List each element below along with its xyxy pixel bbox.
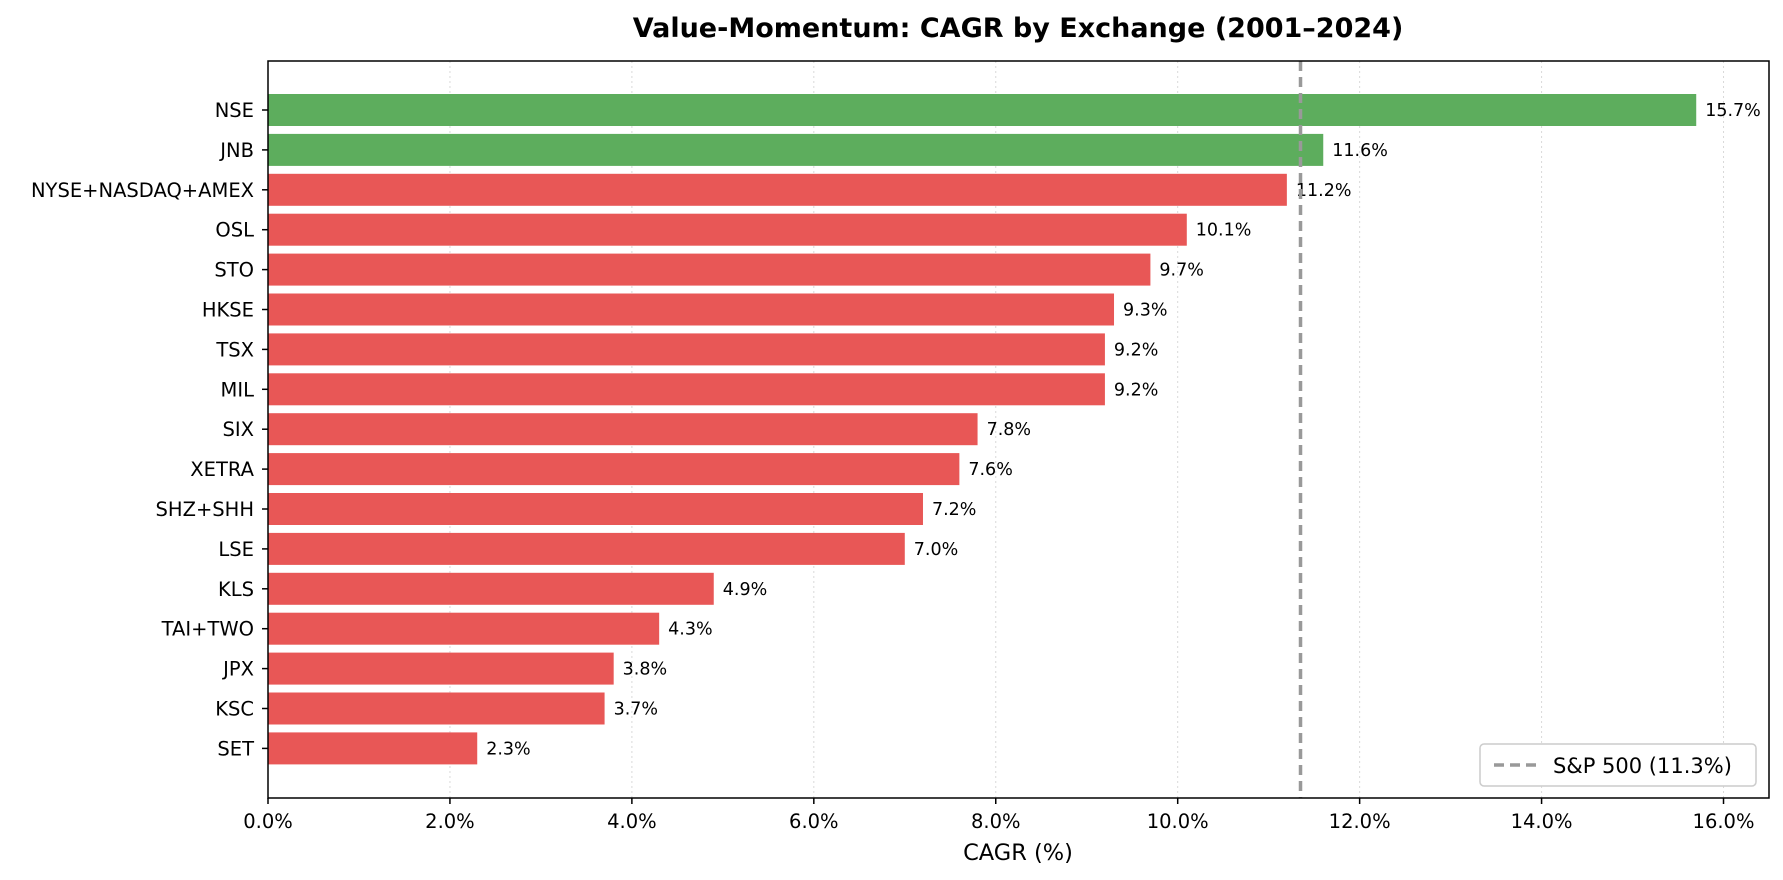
bar bbox=[268, 293, 1115, 326]
x-tick-label: 2.0% bbox=[425, 810, 475, 833]
bar bbox=[268, 532, 905, 565]
bar bbox=[268, 572, 714, 605]
bar-value-label: 9.2% bbox=[1114, 340, 1158, 360]
bar-value-label: 4.3% bbox=[668, 620, 712, 640]
bar-value-label: 11.2% bbox=[1296, 181, 1352, 201]
x-tick-label: 10.0% bbox=[1147, 810, 1209, 833]
x-tick-label: 0.0% bbox=[243, 810, 293, 833]
bar-value-label: 2.3% bbox=[486, 739, 530, 759]
legend: S&P 500 (11.3%) bbox=[1479, 743, 1757, 787]
bar-value-label: 4.9% bbox=[723, 580, 767, 600]
bar-value-label: 11.6% bbox=[1332, 141, 1388, 161]
bar bbox=[268, 413, 978, 446]
x-tick-label: 6.0% bbox=[789, 810, 839, 833]
bar bbox=[268, 333, 1105, 366]
y-tick-label: STO bbox=[214, 259, 254, 282]
x-axis-ticks: 0.0% 2.0% 4.0% 6.0% 8.0% 10.0% 12.0% 14.0% 16.0% bbox=[243, 798, 1754, 833]
bar bbox=[268, 493, 923, 525]
x-tick-label: 12.0% bbox=[1329, 810, 1391, 833]
y-tick-label: HKSE bbox=[202, 299, 254, 322]
bar-value-label: 9.2% bbox=[1114, 380, 1158, 400]
y-tick-label: SHZ+SHH bbox=[156, 498, 254, 521]
bar bbox=[268, 253, 1151, 286]
x-axis-label: CAGR (%) bbox=[963, 840, 1073, 866]
bar-value-label: 9.3% bbox=[1123, 301, 1167, 321]
x-tick-label: 16.0% bbox=[1693, 810, 1755, 833]
bar-value-label: 3.8% bbox=[623, 660, 667, 680]
y-tick-label: TAI+TWO bbox=[161, 618, 254, 641]
bar-value-label: 9.7% bbox=[1159, 261, 1203, 281]
bar bbox=[268, 94, 1697, 126]
bar-value-label: 3.7% bbox=[614, 700, 658, 720]
y-tick-label: NSE bbox=[215, 99, 254, 122]
y-tick-label: SIX bbox=[223, 418, 255, 441]
bar bbox=[268, 453, 960, 486]
bar-value-label: 7.8% bbox=[987, 420, 1031, 440]
bar bbox=[268, 173, 1287, 206]
bar bbox=[268, 652, 614, 685]
y-tick-label: KSC bbox=[215, 698, 254, 721]
bar-value-label: 7.0% bbox=[914, 540, 958, 560]
bar-value-label: 10.1% bbox=[1196, 221, 1252, 241]
x-tick-label: 8.0% bbox=[971, 810, 1021, 833]
y-tick-label: SET bbox=[217, 737, 254, 760]
y-tick-label: XETRA bbox=[190, 458, 254, 481]
x-tick-label: 4.0% bbox=[607, 810, 657, 833]
bar bbox=[268, 612, 660, 645]
y-tick-label: MIL bbox=[221, 378, 255, 401]
y-tick-label: JNB bbox=[218, 139, 254, 162]
legend-box bbox=[1479, 743, 1757, 787]
bar-value-label: 7.6% bbox=[968, 460, 1012, 480]
bars-group: 15.7% 11.6% 11.2% 10.1% 9.7% 9.3% 9.2% 9.2% 7.8%… bbox=[268, 94, 1761, 765]
bar bbox=[268, 133, 1324, 166]
bar-value-label: 15.7% bbox=[1705, 101, 1761, 121]
bar bbox=[268, 373, 1105, 406]
y-tick-label: JPX bbox=[221, 658, 254, 681]
legend-entry-label: S&P 500 (11.3%) bbox=[1553, 754, 1732, 778]
y-tick-label: TSX bbox=[215, 338, 254, 361]
bar-value-label: 7.2% bbox=[932, 500, 976, 520]
y-tick-label: LSE bbox=[218, 538, 254, 561]
y-tick-label: KLS bbox=[218, 578, 254, 601]
bar bbox=[268, 213, 1187, 246]
y-axis-ticks: NSE JNB NYSE+NASDAQ+AMEX OSL STO HKSE TSX MIL SI… bbox=[31, 99, 268, 760]
y-tick-label: NYSE+NASDAQ+AMEX bbox=[31, 179, 254, 202]
bar bbox=[268, 732, 478, 765]
chart-title: Value-Momentum: CAGR by Exchange (2001–2… bbox=[633, 13, 1404, 44]
y-tick-label: OSL bbox=[215, 219, 254, 242]
x-tick-label: 14.0% bbox=[1511, 810, 1573, 833]
bar bbox=[268, 692, 605, 725]
